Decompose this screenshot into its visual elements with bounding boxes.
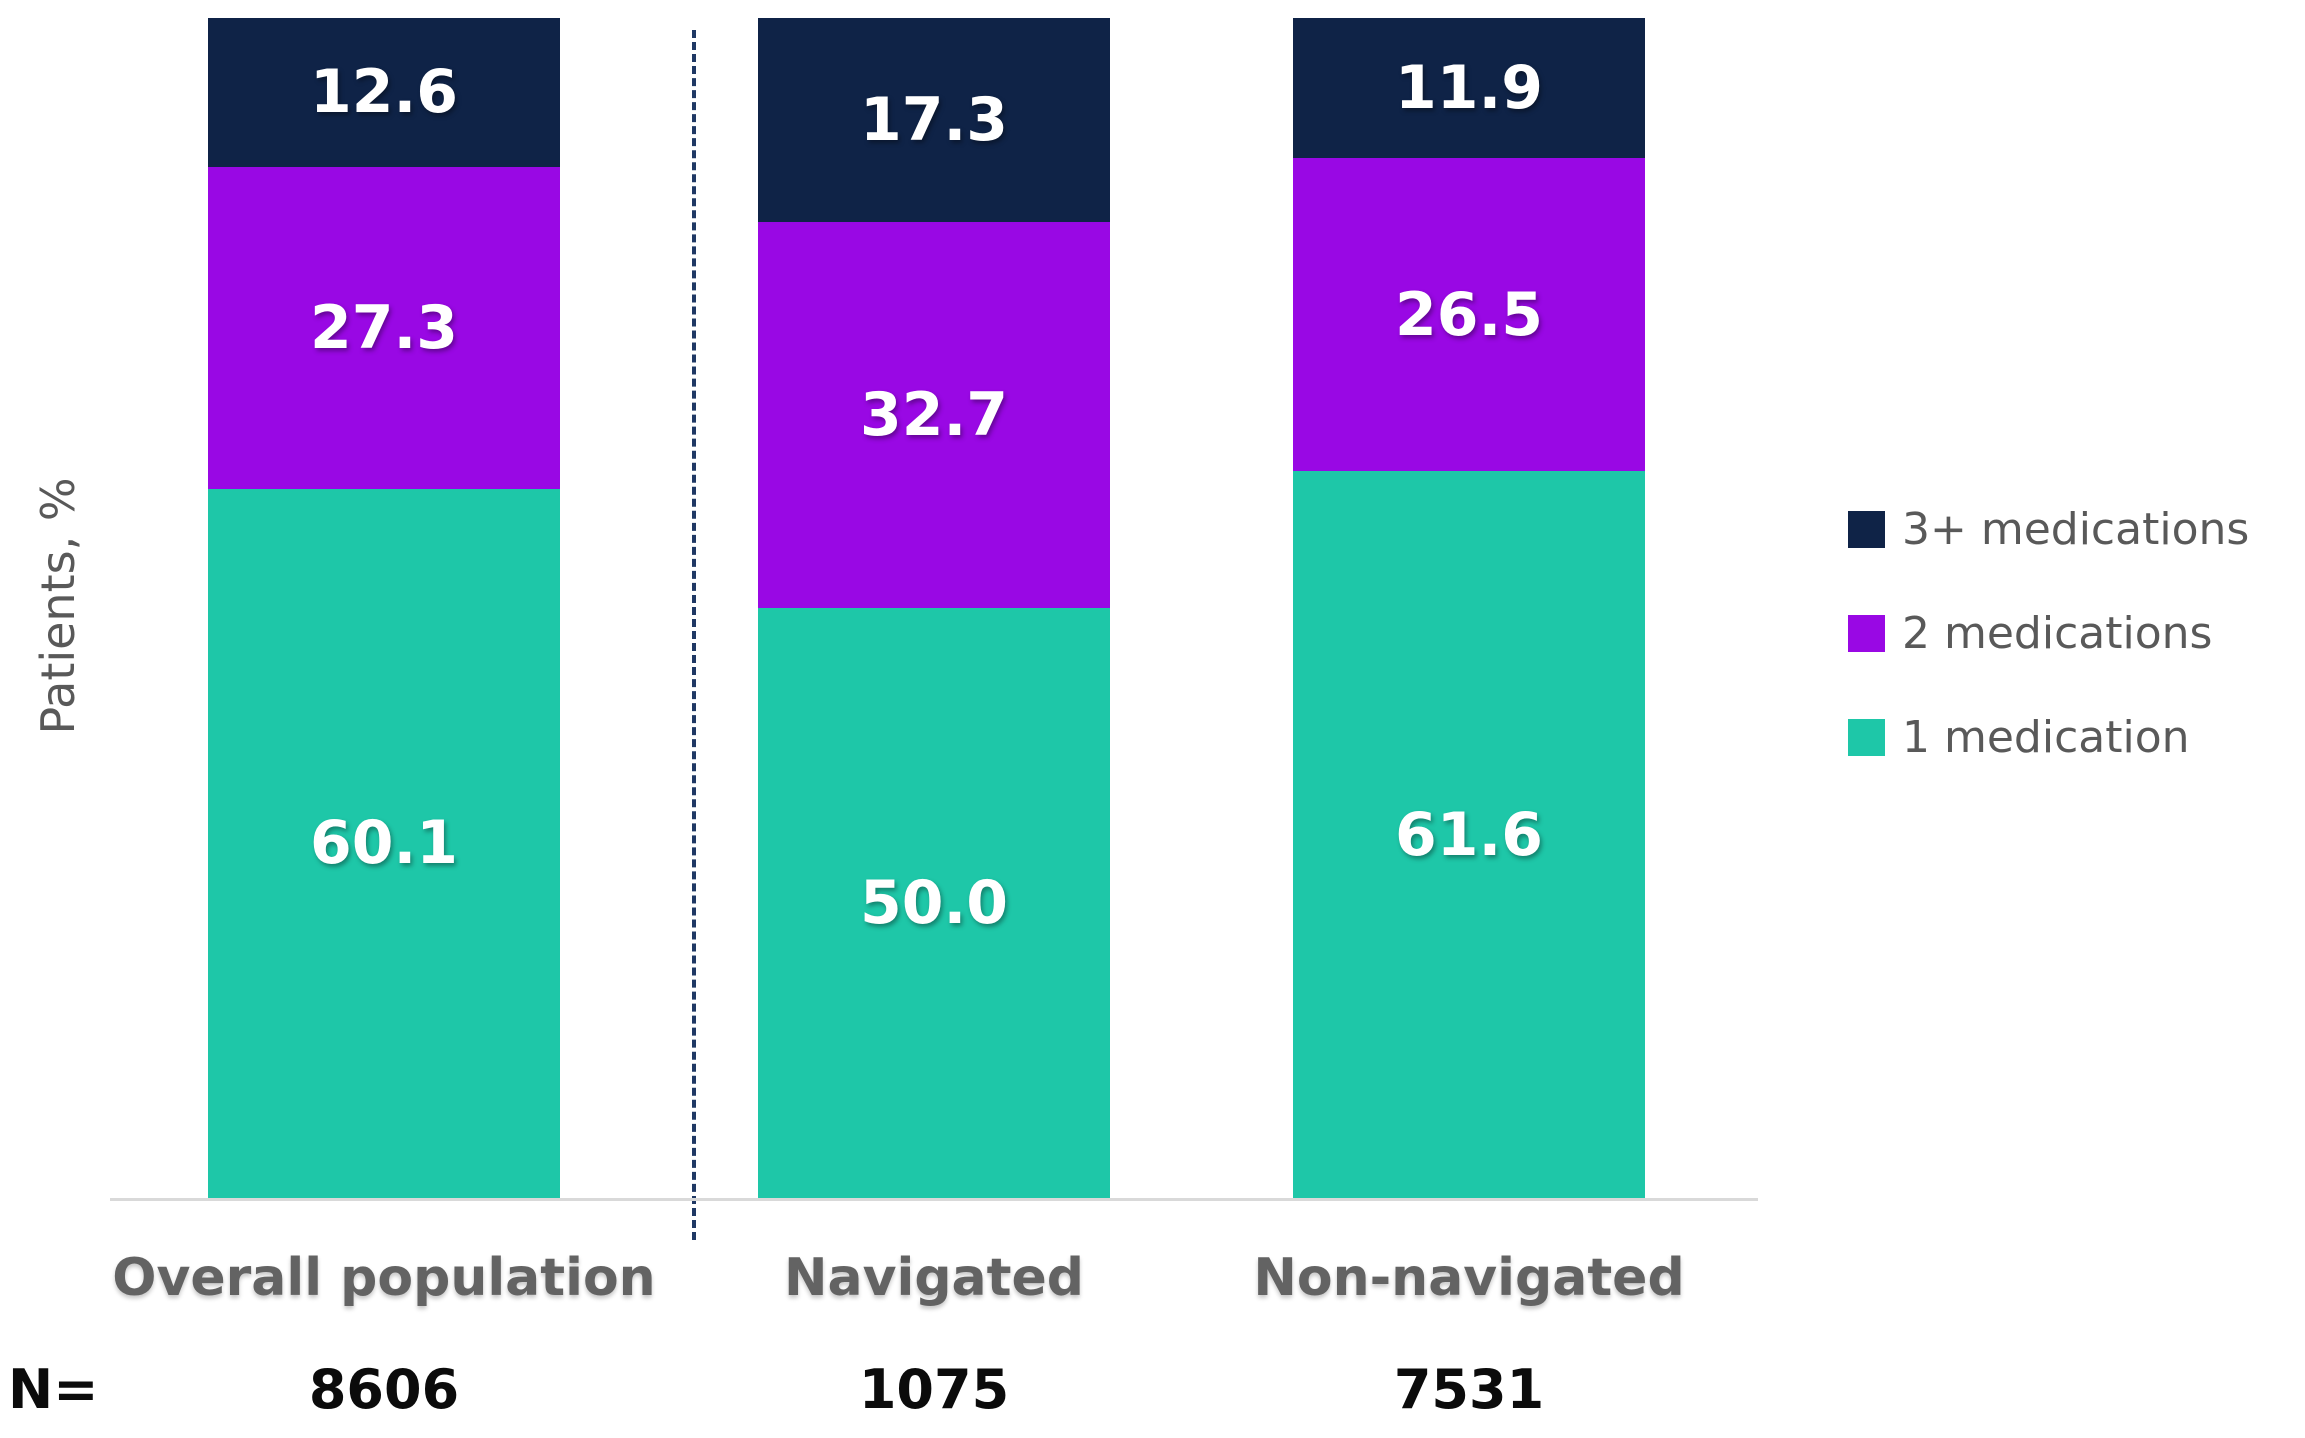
- legend-item-3plus-medications: 3+ medications: [1848, 503, 2250, 555]
- bar-segment-3-medications: 12.6: [208, 18, 560, 167]
- n-value-non-navigated: 7531: [1393, 1358, 1545, 1421]
- segment-value-label: 17.3: [859, 85, 1009, 156]
- bar-segment-2-medications: 32.7: [758, 222, 1110, 608]
- bar-non-navigated: 11.9 26.5 61.6: [1293, 18, 1645, 1198]
- legend-item-1-medication: 1 medication: [1848, 711, 2249, 763]
- legend-label-3plus-medications: 3+ medications: [1902, 503, 2250, 555]
- legend-label-1-medication: 1 medication: [1902, 711, 2190, 763]
- x-axis-line: [110, 1198, 1758, 1201]
- legend-swatch-1-medication: [1848, 718, 1885, 756]
- bar-segment-1-medication: 60.1: [208, 488, 560, 1198]
- bar-segment-3-medications: 11.9: [1293, 18, 1645, 159]
- bar-segment-2-medications: 26.5: [1293, 158, 1645, 472]
- category-label-overall-population: Overall population: [112, 1248, 656, 1308]
- bar-segment-2-medications: 27.3: [208, 166, 560, 489]
- legend-swatch-3plus-medications: [1848, 510, 1885, 548]
- segment-value-label: 26.5: [1394, 279, 1544, 350]
- segment-value-label: 60.1: [309, 808, 459, 879]
- segment-value-label: 27.3: [309, 292, 459, 363]
- segment-value-label: 61.6: [1394, 799, 1544, 870]
- bar-segment-1-medication: 61.6: [1293, 471, 1645, 1198]
- n-equals-label: N=: [8, 1358, 99, 1421]
- n-value-overall-population: 8606: [308, 1358, 460, 1421]
- legend-swatch-2-medications: [1848, 614, 1885, 652]
- divider-dashed-line: [692, 30, 696, 1240]
- segment-value-label: 12.6: [309, 57, 459, 128]
- n-value-navigated: 1075: [858, 1358, 1010, 1421]
- bar-overall-population: 12.6 27.3 60.1: [208, 18, 560, 1198]
- category-label-navigated: Navigated: [784, 1248, 1084, 1308]
- legend-item-2-medications: 2 medications: [1848, 607, 2249, 659]
- bar-segment-1-medication: 50.0: [758, 607, 1110, 1198]
- category-label-non-navigated: Non-navigated: [1253, 1248, 1685, 1308]
- segment-value-label: 32.7: [859, 380, 1009, 451]
- legend-label-2-medications: 2 medications: [1902, 607, 2213, 659]
- legend: 3+ medications 2 medications 1 medicatio…: [1848, 503, 2250, 763]
- segment-value-label: 50.0: [859, 867, 1009, 938]
- bar-segment-3-medications: 17.3: [758, 18, 1110, 223]
- segment-value-label: 11.9: [1394, 53, 1544, 124]
- bar-navigated: 17.3 32.7 50.0: [758, 18, 1110, 1198]
